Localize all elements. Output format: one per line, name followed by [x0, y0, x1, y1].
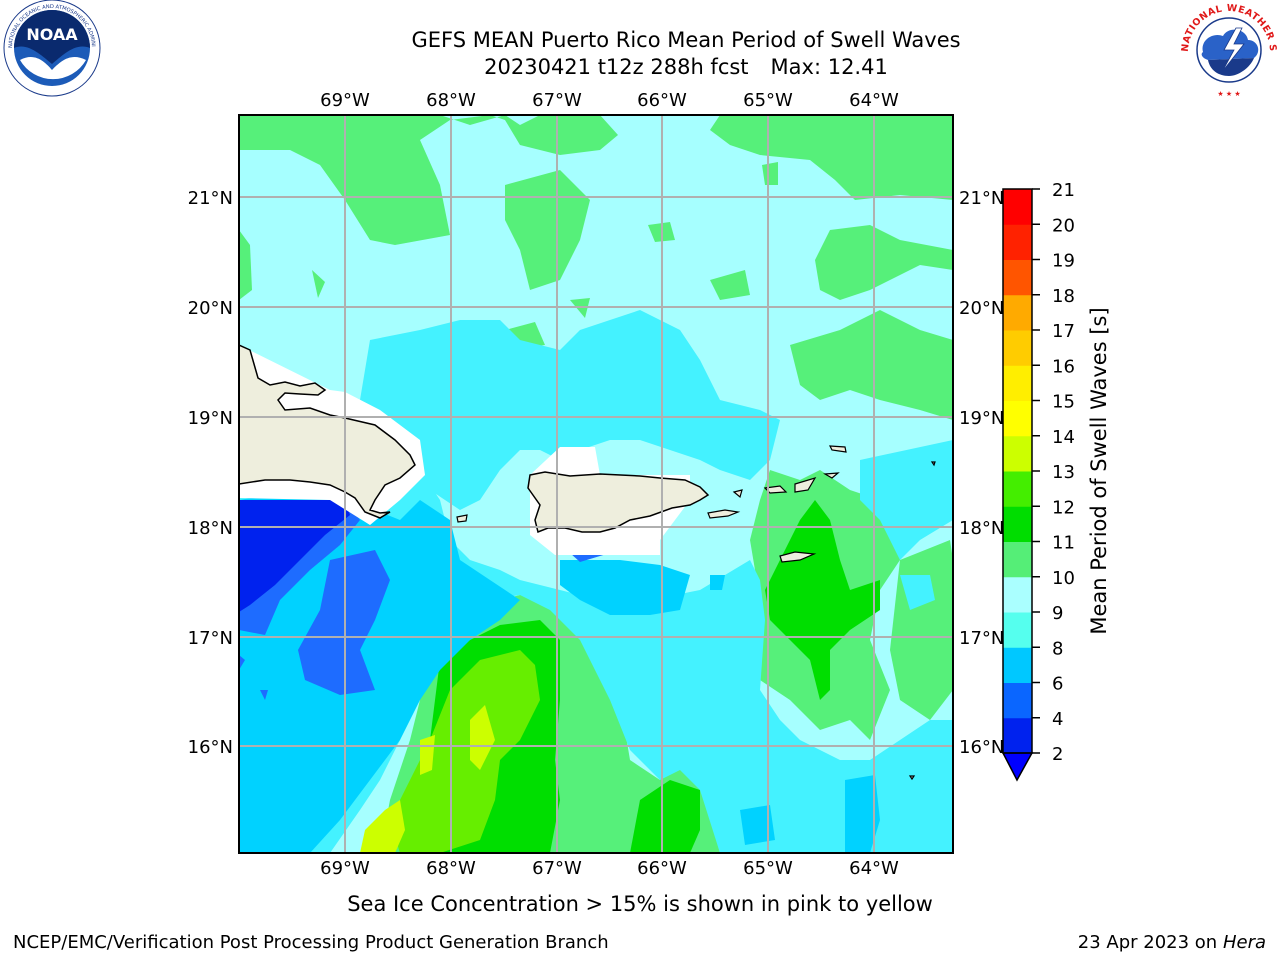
colorbar-tick-label: 20	[1052, 215, 1075, 236]
lat-label: 20°N	[959, 298, 1004, 319]
colorbar-tick-label: 13	[1052, 462, 1075, 483]
lat-label: 20°N	[188, 298, 233, 319]
lon-label: 67°W	[532, 90, 582, 111]
colorbar-band	[1003, 294, 1032, 331]
contour-4-6	[239, 490, 880, 853]
colorbar-band	[1003, 259, 1032, 296]
colorbar-tick-label: 12	[1052, 497, 1075, 518]
lat-label: 18°N	[959, 518, 1004, 539]
swell-period-field	[239, 115, 953, 853]
noaa-logo-text: NOAA	[26, 25, 78, 44]
colorbar-band	[1003, 189, 1032, 225]
lat-labels-left: 21°N 20°N 19°N 18°N 17°N 16°N	[188, 188, 233, 758]
footer-credit: NCEP/EMC/Verification Post Processing Pr…	[13, 932, 609, 953]
lon-label: 65°W	[743, 90, 793, 111]
colorbar-tick-label: 11	[1052, 533, 1075, 554]
colorbar-tick-label: 8	[1052, 638, 1063, 659]
colorbar-tick-label: 21	[1052, 180, 1075, 201]
lon-label: 65°W	[743, 858, 793, 879]
colorbar-band	[1003, 717, 1032, 754]
colorbar-band	[1003, 506, 1032, 542]
lon-label: 66°W	[637, 858, 687, 879]
colorbar-tick-label: 17	[1052, 321, 1075, 342]
hispaniola-land	[239, 344, 416, 519]
contour-12-13	[360, 705, 495, 853]
colorbar-tick-label: 2	[1052, 744, 1063, 765]
lon-label: 69°W	[320, 90, 370, 111]
lat-label: 16°N	[959, 737, 1004, 758]
colorbar-tick-label: 15	[1052, 392, 1075, 413]
lat-label: 21°N	[959, 188, 1004, 209]
lat-label: 18°N	[188, 518, 233, 539]
lat-label: 19°N	[188, 408, 233, 429]
small-islands	[456, 445, 936, 781]
lat-label: 17°N	[959, 628, 1004, 649]
colorbar-tick-label: 19	[1052, 251, 1075, 272]
colorbar-tick-label: 10	[1052, 568, 1075, 589]
footer-host: Hera	[1222, 932, 1266, 953]
colorbar-tick-label: 4	[1052, 709, 1063, 730]
graticule	[239, 115, 953, 853]
colorbar-label: Mean Period of Swell Waves [s]	[1087, 307, 1111, 634]
lon-label: 64°W	[849, 858, 899, 879]
lon-labels-top: 69°W 68°W 67°W 66°W 65°W 64°W	[320, 90, 899, 111]
lon-label: 67°W	[532, 858, 582, 879]
lon-labels-bottom: 69°W 68°W 67°W 66°W 65°W 64°W	[320, 858, 899, 879]
colorbar-band	[1003, 330, 1032, 366]
colorbar-ticks: 2 4 6 8 9 10 11 12 13 14 15 16 17 18 19 20 21	[1032, 180, 1075, 765]
lon-label: 64°W	[849, 90, 899, 111]
lon-label: 68°W	[426, 90, 476, 111]
lat-labels-right: 21°N 20°N 19°N 18°N 17°N 16°N	[959, 188, 1004, 758]
max-value: Max: 12.41	[770, 55, 888, 79]
lat-label: 17°N	[188, 628, 233, 649]
lat-label: 19°N	[959, 408, 1004, 429]
colorbar-band	[1003, 576, 1032, 613]
colorbar-band	[1003, 224, 1032, 260]
footer-date-text: 23 Apr 2023 on	[1077, 932, 1218, 953]
nws-logo: NATIONAL WEATHER SERVICE ★ ★ ★	[1174, 0, 1280, 104]
colorbar-band	[1003, 365, 1032, 401]
noaa-emblem: NOAA NATIONAL OCEANIC AND ATMOSPHERIC AD…	[0, 0, 101, 97]
colorbar-band	[1003, 682, 1032, 719]
lat-label: 21°N	[188, 188, 233, 209]
forecast-date: 20230421 t12z 288h fcst	[484, 55, 749, 79]
colorbar-tick-label: 6	[1052, 674, 1063, 695]
nws-stars: ★ ★ ★	[1217, 90, 1240, 98]
footer-date: 23 Apr 2023 on Hera	[1078, 932, 1266, 954]
colorbar-band	[1003, 435, 1032, 472]
colorbar-tick-label: 14	[1052, 427, 1075, 448]
lon-label: 69°W	[320, 858, 370, 879]
map-frame	[238, 114, 954, 854]
colorbar-tick-label: 18	[1052, 286, 1075, 307]
colorbar-tick-label: 16	[1052, 356, 1075, 377]
colorbar-band	[1003, 612, 1032, 648]
colorbar-band	[1003, 647, 1032, 683]
chart-subtitle: 20230421 t12z 288h fcst Max: 12.41	[196, 54, 1176, 80]
lon-label: 68°W	[426, 858, 476, 879]
colorbar-band	[1003, 471, 1032, 507]
contour-11-12	[390, 650, 540, 853]
colorbar-band	[1003, 541, 1032, 578]
colorbar: 2 4 6 8 9 10 11 12 13 14 15 16 17 18 19 20 21 Mean Perio…	[1001, 180, 1111, 782]
nws-emblem: NATIONAL WEATHER SERVICE ★ ★ ★	[1174, 0, 1278, 98]
noaa-logo: NOAA NATIONAL OCEANIC AND ATMOSPHERIC AD…	[0, 0, 104, 104]
chart-title: GEFS MEAN Puerto Rico Mean Period of Swe…	[411, 28, 961, 52]
lon-label: 66°W	[637, 90, 687, 111]
colorbar-band	[1003, 400, 1032, 437]
lat-label: 16°N	[188, 737, 233, 758]
sea-ice-note: Sea Ice Concentration > 15% is shown in …	[347, 892, 933, 916]
colorbar-bands	[1003, 189, 1032, 754]
colorbar-tick-label: 9	[1052, 603, 1063, 624]
colorbar-extend-arrow	[1001, 752, 1034, 782]
